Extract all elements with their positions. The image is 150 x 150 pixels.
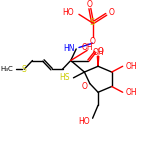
Text: OH: OH [92, 48, 104, 57]
Text: H₃C: H₃C [0, 66, 13, 72]
Text: O: O [109, 8, 115, 17]
Text: O: O [81, 82, 87, 91]
Text: HN: HN [63, 44, 75, 53]
Text: HO: HO [63, 8, 74, 17]
Text: O: O [87, 0, 93, 9]
Text: O: O [90, 36, 96, 45]
Text: O: O [98, 47, 104, 56]
Text: S: S [90, 18, 95, 27]
Text: HO: HO [78, 117, 90, 126]
Polygon shape [97, 56, 99, 66]
Text: OH: OH [126, 88, 138, 97]
Text: S: S [22, 65, 27, 74]
Text: OH: OH [81, 43, 93, 52]
Text: HS: HS [60, 73, 70, 82]
Text: OH: OH [126, 62, 138, 71]
